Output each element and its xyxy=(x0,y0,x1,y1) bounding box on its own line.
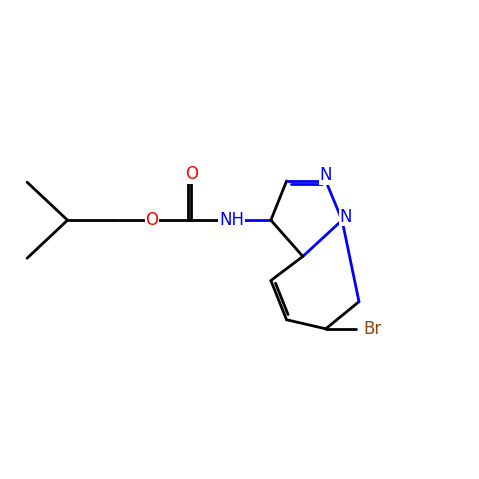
Text: O: O xyxy=(146,211,159,229)
Text: Br: Br xyxy=(364,320,382,338)
Text: NH: NH xyxy=(219,211,244,229)
Text: N: N xyxy=(319,166,332,184)
Text: N: N xyxy=(340,207,352,226)
Text: O: O xyxy=(185,165,198,183)
